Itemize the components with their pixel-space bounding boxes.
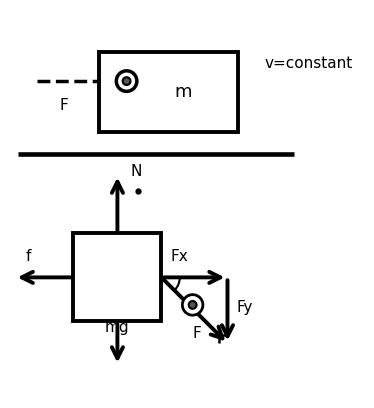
Text: m: m <box>175 83 192 101</box>
Text: F: F <box>193 326 201 341</box>
Bar <box>99 52 239 133</box>
Circle shape <box>116 71 137 91</box>
Text: N: N <box>130 164 142 180</box>
Circle shape <box>189 301 196 309</box>
Text: F: F <box>60 98 68 113</box>
Text: Fy: Fy <box>237 300 253 315</box>
Circle shape <box>123 77 131 85</box>
Text: f: f <box>26 249 31 264</box>
Text: mg: mg <box>105 320 129 335</box>
Text: v=constant: v=constant <box>264 56 352 71</box>
Bar <box>73 233 162 322</box>
Circle shape <box>183 295 203 315</box>
Text: Fx: Fx <box>171 249 188 264</box>
